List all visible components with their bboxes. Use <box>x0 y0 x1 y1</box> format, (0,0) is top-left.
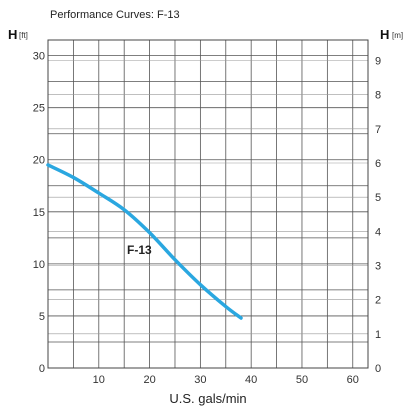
y-left-tick-label: 25 <box>33 103 45 115</box>
y-right-tick-label: 4 <box>375 226 381 238</box>
y-right-tick-labels: 0 1 2 3 4 5 6 7 8 9 <box>375 56 381 376</box>
grid <box>48 40 368 368</box>
y-left-tick-label: 15 <box>33 207 45 219</box>
y-right-tick-label: 3 <box>375 261 381 273</box>
y-left-tick-label: 0 <box>39 363 45 375</box>
y-left-axis-unit: [ft] <box>19 31 28 40</box>
y-left-tick-labels: 0 5 10 15 20 25 30 <box>33 51 45 375</box>
y-left-tick-label: 20 <box>33 155 45 167</box>
y-left-tick-label: 10 <box>33 259 45 271</box>
x-tick-label: 50 <box>296 374 308 386</box>
series-group <box>46 163 243 320</box>
y-right-axis-unit: [m] <box>392 31 403 40</box>
x-tick-label: 10 <box>93 374 105 386</box>
x-tick-label: 40 <box>245 374 257 386</box>
y-right-tick-label: 2 <box>375 295 381 307</box>
x-tick-label: 30 <box>194 374 206 386</box>
y-right-tick-label: 9 <box>375 56 381 68</box>
y-right-tick-label: 7 <box>375 124 381 136</box>
x-tick-labels: 10 20 30 40 50 60 <box>93 374 359 386</box>
y-left-tick-label: 30 <box>33 51 45 63</box>
chart-title: Performance Curves: F-13 <box>50 9 180 21</box>
x-tick-label: 60 <box>347 374 359 386</box>
y-right-axis-symbol: H <box>380 27 389 42</box>
y-left-axis-label: H [ft] <box>8 27 28 42</box>
plot-frame <box>47 39 369 369</box>
series-label-f13: F-13 <box>127 243 152 257</box>
y-right-tick-label: 5 <box>375 192 381 204</box>
series-line-f13 <box>46 163 243 320</box>
y-left-axis-symbol: H <box>8 27 17 42</box>
y-left-tick-label: 5 <box>39 311 45 323</box>
y-right-tick-label: 0 <box>375 363 381 375</box>
y-right-tick-label: 6 <box>375 158 381 170</box>
y-right-tick-label: 1 <box>375 329 381 341</box>
x-axis-label: U.S. gals/min <box>169 391 246 406</box>
y-right-axis-label: H [m] <box>380 27 403 42</box>
y-right-tick-label: 8 <box>375 90 381 102</box>
x-tick-label: 20 <box>143 374 155 386</box>
